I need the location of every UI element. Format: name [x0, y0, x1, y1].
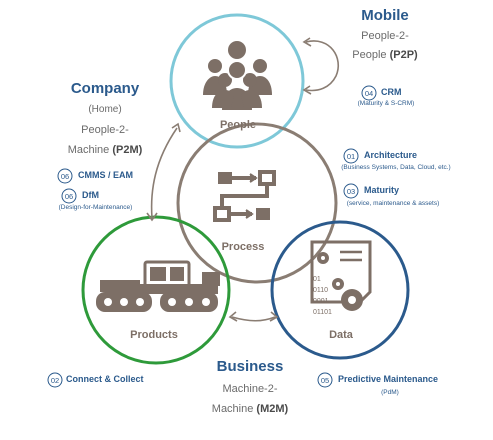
item-pdm-sub: (PdM) — [381, 389, 399, 396]
people-circle — [169, 13, 305, 149]
company-title: Company — [70, 80, 140, 97]
data-label: Data — [329, 329, 354, 341]
badge-num: 02 — [51, 376, 59, 385]
item-dfm-sub: (Design-for-Maintenance) — [58, 204, 133, 211]
badge-03 — [343, 183, 359, 199]
products-data-arrow — [228, 311, 279, 322]
data-binary-line: 0001 — [313, 298, 329, 305]
item-connect-label: Connect & Collect — [66, 374, 144, 384]
item-crm-label: CRM — [381, 87, 402, 97]
business-line2: Machine (M2M) — [211, 403, 289, 415]
badge-num: 06 — [65, 192, 73, 201]
data-circle — [270, 220, 410, 360]
products-label: Products — [130, 329, 178, 341]
business-line1: Machine-2- — [222, 383, 278, 395]
people-products-arrow — [146, 122, 181, 222]
badge-num: 04 — [365, 89, 373, 98]
item-dfm-label: DfM — [82, 190, 99, 200]
process-label: Process — [222, 241, 265, 253]
tractor-icon — [96, 260, 220, 312]
badge-02 — [47, 372, 63, 388]
badge-01 — [343, 148, 359, 164]
process-flow-icon — [213, 170, 276, 222]
data-binary-line: 01101 — [313, 309, 332, 316]
badge-num: 05 — [321, 376, 329, 385]
mobile-title: Mobile — [361, 7, 409, 24]
process-circle — [176, 122, 338, 284]
people-label: People — [220, 119, 256, 131]
company-line1: (Home) — [88, 104, 122, 115]
company-line3: Machine (P2M) — [67, 144, 143, 156]
products-circle — [81, 215, 231, 365]
loop-arrow — [302, 37, 340, 95]
data-document-icon: 01 0110 0001 01101 — [310, 240, 372, 316]
badge-06a — [57, 168, 73, 184]
data-binary-line: 0110 — [313, 287, 328, 294]
company-line2: People-2- — [81, 124, 129, 136]
badge-num: 06 — [61, 172, 69, 181]
data-binary-line: 01 — [313, 276, 321, 283]
item-architecture-sub: (Business Systems, Data, Cloud, etc.) — [341, 164, 451, 171]
badge-06b — [61, 188, 77, 204]
mobile-line1: People-2- — [361, 30, 409, 42]
item-architecture-label: Architecture — [364, 150, 418, 160]
business-title: Business — [216, 358, 284, 375]
item-pdm-label: Predictive Maintenance — [338, 374, 439, 384]
mobile-line2: People (P2P) — [352, 49, 418, 61]
item-maturity-label: Maturity — [364, 185, 400, 195]
badge-04 — [361, 85, 377, 101]
badge-num: 01 — [347, 152, 355, 161]
item-maturity-sub: (service, maintenance & assets) — [346, 200, 440, 207]
item-cmms-label: CMMS / EAM — [78, 170, 133, 180]
badge-05 — [317, 372, 333, 388]
people-group-icon — [203, 41, 272, 110]
badge-num: 03 — [347, 187, 355, 196]
item-crm-sub: (Maturity & S-CRM) — [357, 100, 415, 107]
